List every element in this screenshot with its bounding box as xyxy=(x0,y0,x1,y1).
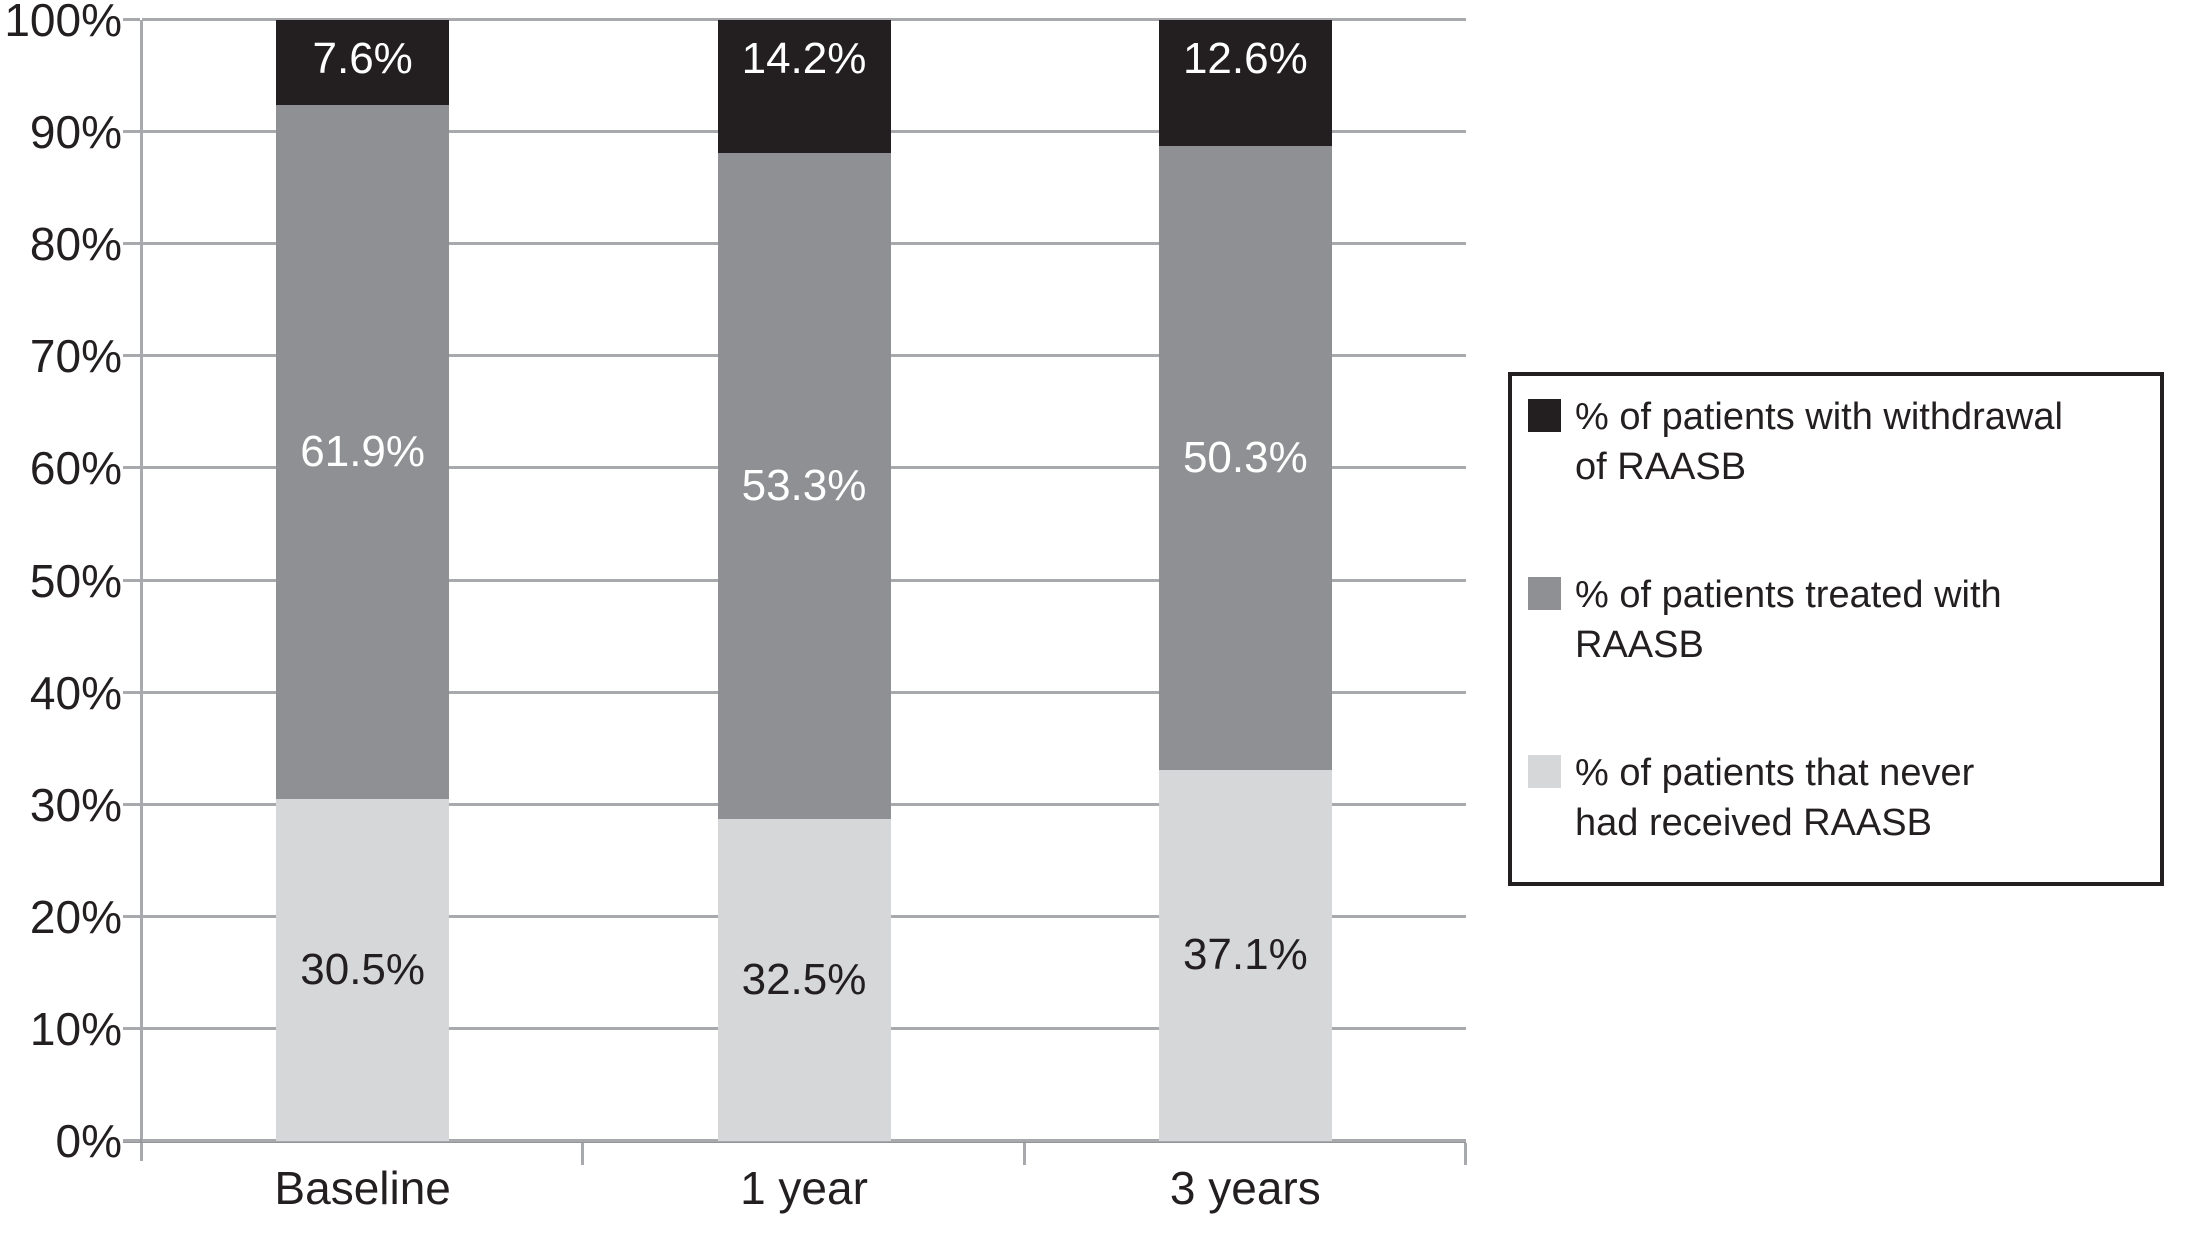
bar-segment: 53.3% xyxy=(717,153,891,820)
legend-item-label-line: % of patients treated with xyxy=(1575,574,2002,616)
y-axis-tick-label: 80% xyxy=(29,218,122,271)
y-axis-line xyxy=(140,20,143,1161)
segment-value-label: 14.2% xyxy=(741,34,867,83)
y-axis-tick xyxy=(123,1139,140,1142)
segment-value-label: 12.6% xyxy=(1182,34,1308,83)
stacked-bar: 14.2% 53.3% 32.5% xyxy=(717,20,891,1141)
segment-value-label: 61.9% xyxy=(300,427,426,477)
stacked-bar: 7.6% 61.9% 30.5% xyxy=(276,20,450,1141)
bar-segment: 50.3% xyxy=(1158,145,1332,770)
y-axis-tick xyxy=(123,242,140,246)
legend-swatch xyxy=(1528,399,1561,432)
segment-value-label: 37.1% xyxy=(1182,930,1308,980)
legend-item-label-line: RAASB xyxy=(1575,624,1704,666)
plot-area: 0% 10% 20% 30% 40% 50% 60% 70% 80% 90% 100% 7.6% 61.… xyxy=(4,0,1467,1165)
legend-swatch xyxy=(1528,755,1561,788)
bar-segment: 14.2% xyxy=(717,20,891,154)
y-axis-tick-label: 0% xyxy=(55,1115,122,1167)
segment-value-label: 32.5% xyxy=(741,955,867,1005)
x-axis-tick xyxy=(1022,1143,1026,1165)
stacked-bar: 12.6% 50.3% 37.1% xyxy=(1158,20,1332,1141)
y-axis-tick xyxy=(123,18,140,21)
bar-segment: 37.1% xyxy=(1158,769,1332,1141)
legend-item-label-line: of RAASB xyxy=(1575,446,1747,488)
y-axis-tick xyxy=(123,914,140,918)
y-axis-tick-label: 40% xyxy=(29,666,122,719)
bar-segment: 61.9% xyxy=(276,105,450,800)
y-axis-tick-label: 100% xyxy=(4,0,122,46)
y-axis-tick xyxy=(123,1026,140,1030)
y-axis-tick xyxy=(123,354,140,358)
x-axis-tick xyxy=(581,1143,585,1165)
legend-item-label-line: had received RAASB xyxy=(1575,802,1932,844)
gridline xyxy=(142,18,1466,21)
x-category-label: 1 year xyxy=(740,1162,868,1214)
y-axis-tick xyxy=(123,578,140,582)
segment-value-label: 7.6% xyxy=(312,34,413,83)
segment-value-label: 53.3% xyxy=(741,461,867,511)
legend-swatch xyxy=(1528,577,1561,610)
y-axis-tick-label: 20% xyxy=(29,890,122,943)
bar-segment: 32.5% xyxy=(717,819,891,1141)
legend-item: % of patients that never had received RAA… xyxy=(1528,748,2152,848)
segment-value-label: 30.5% xyxy=(300,945,426,995)
legend-box: % of patients with withdrawal of RAASB% o… xyxy=(1508,372,2164,886)
y-axis-tick-label: 70% xyxy=(29,330,122,383)
y-axis-tick-label: 50% xyxy=(29,554,122,607)
x-category-label: 3 years xyxy=(1169,1162,1321,1214)
x-category-label: Baseline xyxy=(274,1162,451,1214)
bar-segment: 12.6% xyxy=(1158,20,1332,146)
y-axis-tick-label: 10% xyxy=(29,1002,122,1055)
legend-item-label: % of patients with withdrawal of RAASB xyxy=(1575,392,2063,492)
y-axis-tick-label: 90% xyxy=(29,106,122,159)
y-axis-tick xyxy=(123,802,140,806)
y-axis-tick-label: 60% xyxy=(29,442,122,495)
y-axis-tick xyxy=(123,690,140,694)
legend-item-label-line: % of patients that never xyxy=(1575,752,1975,794)
legend-item: % of patients treated with RAASB xyxy=(1528,570,2152,670)
bar-segment: 7.6% xyxy=(276,20,450,106)
y-axis-tick xyxy=(123,130,140,134)
bar-segment: 30.5% xyxy=(276,799,450,1141)
x-axis-tick xyxy=(1464,1143,1467,1165)
legend-item-label: % of patients treated with RAASB xyxy=(1575,570,2002,670)
legend-item: % of patients with withdrawal of RAASB xyxy=(1528,392,2152,492)
y-axis-tick-label: 30% xyxy=(29,778,122,831)
segment-value-label: 50.3% xyxy=(1182,432,1308,482)
legend-item-label-line: % of patients with withdrawal xyxy=(1575,396,2063,438)
legend-item-label: % of patients that never had received RAA… xyxy=(1575,748,1974,848)
y-axis-tick xyxy=(123,466,140,470)
